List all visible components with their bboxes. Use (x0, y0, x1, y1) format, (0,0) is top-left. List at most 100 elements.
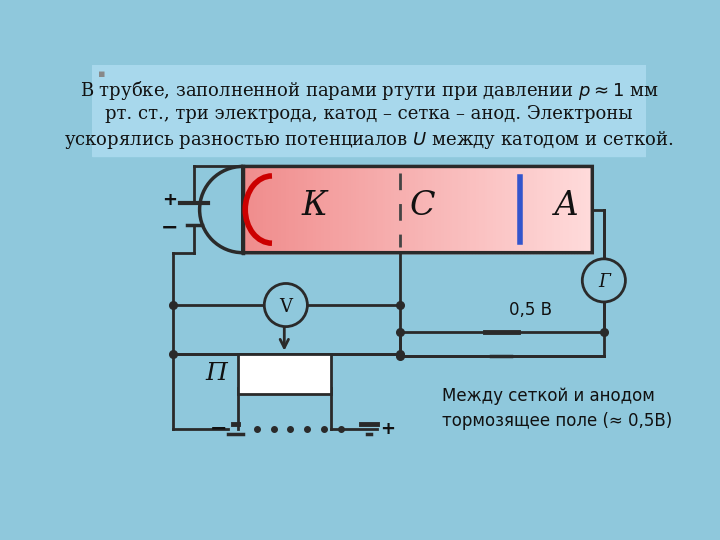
Bar (528, 166, 532, 253)
Bar (577, 166, 582, 253)
Bar (92, 65, 647, 156)
Text: 0,5 В: 0,5 В (509, 301, 552, 320)
Bar (356, 166, 360, 253)
Bar (459, 166, 462, 253)
Bar (441, 166, 444, 253)
Bar (354, 166, 357, 253)
Bar (368, 166, 372, 253)
Text: ускорялись разностью потенциалов $U$ между катодом и сеткой.: ускорялись разностью потенциалов $U$ меж… (64, 130, 674, 152)
Bar (572, 166, 575, 253)
Bar (315, 166, 319, 253)
Text: ▪: ▪ (98, 70, 105, 79)
Bar (351, 166, 354, 253)
Bar (400, 166, 404, 253)
Bar (487, 166, 491, 253)
Wedge shape (200, 166, 243, 209)
Bar (580, 166, 585, 253)
Bar (490, 166, 494, 253)
Bar (513, 166, 518, 253)
Text: А: А (554, 190, 579, 222)
Bar (284, 166, 287, 253)
Bar (342, 166, 346, 253)
Bar (382, 166, 386, 253)
Text: Г: Г (598, 273, 610, 291)
Bar (493, 166, 497, 253)
Bar (423, 166, 427, 253)
Bar (499, 166, 503, 253)
Bar (412, 166, 415, 253)
Bar (287, 166, 290, 253)
Bar (362, 166, 366, 253)
Bar (254, 166, 258, 253)
Bar (435, 166, 438, 253)
Bar (318, 166, 322, 253)
Circle shape (264, 284, 307, 327)
Bar (301, 166, 305, 253)
Bar (275, 166, 279, 253)
Bar (385, 166, 389, 253)
Text: +: + (162, 191, 177, 210)
Bar (272, 166, 276, 253)
Bar (531, 166, 535, 253)
Text: V: V (279, 298, 292, 315)
Bar (406, 166, 410, 253)
Bar (438, 166, 441, 253)
Text: К: К (302, 190, 328, 222)
Bar (537, 166, 541, 253)
Bar (476, 166, 480, 253)
Bar (266, 166, 270, 253)
Text: тормозящее поле (≈ 0,5В): тормозящее поле (≈ 0,5В) (442, 411, 672, 429)
Bar (339, 166, 343, 253)
Bar (566, 166, 570, 253)
Bar (590, 166, 593, 253)
Bar (526, 166, 529, 253)
Bar (540, 166, 544, 253)
Bar (371, 166, 374, 253)
Bar (248, 166, 252, 253)
Bar (516, 166, 521, 253)
Wedge shape (593, 211, 634, 253)
Bar (502, 166, 505, 253)
Bar (543, 166, 546, 253)
Bar (295, 166, 299, 253)
Bar (327, 166, 331, 253)
Bar (278, 166, 282, 253)
Bar (304, 166, 307, 253)
Bar (569, 166, 572, 253)
Bar (409, 166, 413, 253)
Bar (257, 166, 261, 253)
Text: П: П (206, 362, 228, 385)
Bar (464, 166, 468, 253)
Bar (246, 166, 249, 253)
Text: −: − (161, 218, 179, 238)
Bar (432, 166, 436, 253)
Bar (496, 166, 500, 253)
Bar (336, 166, 340, 253)
Bar (348, 166, 351, 253)
Bar (510, 166, 514, 253)
Bar (281, 166, 284, 253)
Bar (324, 166, 328, 253)
Wedge shape (593, 166, 634, 209)
Bar (298, 166, 302, 253)
Bar (312, 166, 316, 253)
Bar (575, 166, 578, 253)
Bar (260, 166, 264, 253)
Bar (420, 166, 424, 253)
Bar (523, 166, 526, 253)
Bar (333, 166, 337, 253)
Bar (587, 166, 590, 253)
Bar (403, 166, 407, 253)
Bar (269, 166, 273, 253)
Bar (479, 166, 482, 253)
Text: −: − (210, 419, 227, 439)
Bar (374, 166, 377, 253)
Bar (429, 166, 433, 253)
Bar (557, 166, 561, 253)
Bar (508, 166, 511, 253)
Bar (446, 166, 450, 253)
Bar (552, 166, 555, 253)
Text: Между сеткой и анодом: Между сеткой и анодом (442, 387, 655, 405)
Bar (505, 166, 508, 253)
Bar (519, 166, 523, 253)
